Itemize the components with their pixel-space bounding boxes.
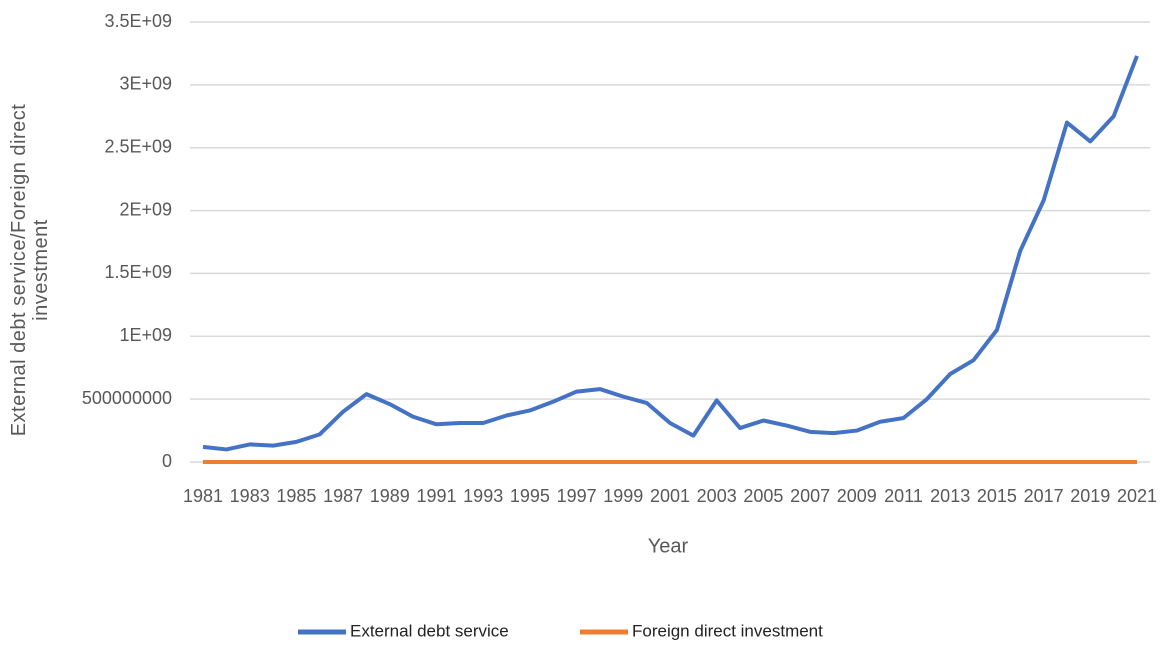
x-tick-label: 2021 — [1117, 486, 1157, 506]
y-tick-label: 2E+09 — [119, 199, 172, 219]
y-tick-label: 3.5E+09 — [104, 11, 172, 31]
x-tick-label: 2013 — [930, 486, 970, 506]
x-tick-label: 1985 — [276, 486, 316, 506]
x-tick-label: 2003 — [697, 486, 737, 506]
x-tick-label: 1989 — [370, 486, 410, 506]
series-line — [202, 55, 1139, 452]
x-tick-label: 1999 — [603, 486, 643, 506]
x-tick-label: 1995 — [510, 486, 550, 506]
y-tick-label: 1.5E+09 — [104, 262, 172, 282]
x-axis-label: Year — [648, 535, 689, 557]
x-tick-label: 1987 — [323, 486, 363, 506]
y-tick-label: 1E+09 — [119, 325, 172, 345]
x-tick-label: 1991 — [416, 486, 456, 506]
x-tick-label: 1997 — [557, 486, 597, 506]
x-tick-label: 2011 — [884, 486, 923, 506]
x-tick-label: 2005 — [743, 486, 783, 506]
y-tick-label: 3E+09 — [119, 74, 172, 94]
y-axis-label: External debt service/Foreign direct inv… — [8, 103, 52, 437]
legend-label: Foreign direct investment — [632, 621, 823, 640]
y-tick-label: 500000000 — [82, 388, 172, 408]
legend-label: External debt service — [350, 621, 509, 640]
x-tick-label: 2015 — [977, 486, 1017, 506]
y-tick-label: 0 — [162, 451, 172, 471]
x-tick-label: 1981 — [183, 486, 223, 506]
x-tick-label: 2009 — [837, 486, 877, 506]
x-tick-label: 2017 — [1024, 486, 1064, 506]
x-tick-label: 1993 — [463, 486, 503, 506]
x-tick-label: 2007 — [790, 486, 830, 506]
x-tick-label: 1983 — [230, 486, 270, 506]
x-tick-label: 2019 — [1070, 486, 1110, 506]
y-tick-label: 2.5E+09 — [104, 136, 172, 156]
x-tick-label: 2001 — [650, 486, 690, 506]
